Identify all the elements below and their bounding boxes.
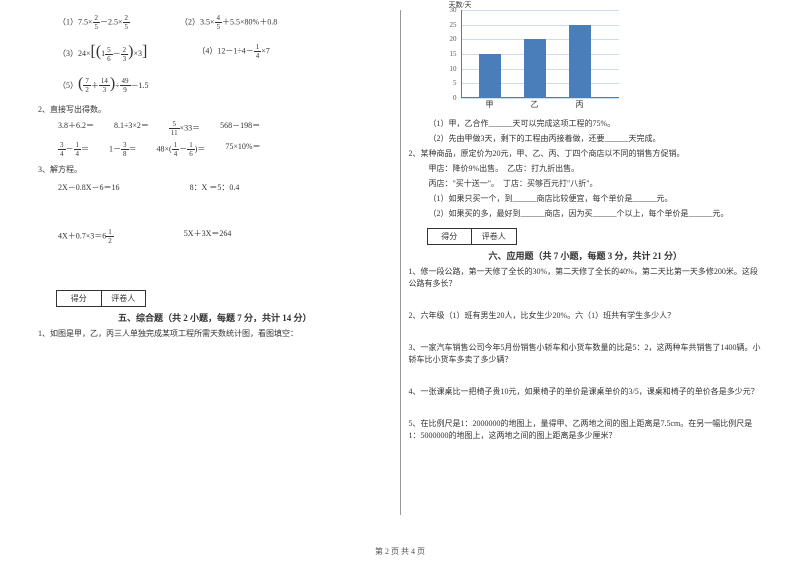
app-q5: 5、在比例尺是1：2000000的地图上，量得甲、乙两地之间的图上距离是7.5c… [409, 418, 763, 442]
q3-title: 3、解方程。 [38, 164, 392, 176]
bar-丙 [569, 25, 591, 98]
app-q1: 1、修一段公路，第一天修了全长的30%，第二天修了全长的40%，第二天比第一天多… [409, 266, 763, 290]
equation-row-3: （5）(72＋143)÷499－1.5 [38, 75, 392, 95]
equation-row-1: （1）7.5×25－2.5×25 （2）3.5×45＋5.5×80%＋0.8 [38, 14, 392, 31]
q5-1: 1、如图是甲，乙，丙三人单独完成某项工程所需天数统计图，看图填空： [38, 328, 392, 340]
r-q2: 2、某种商品，原定价为20元，甲、乙、丙、丁四个商店以不同的销售方促销。 [409, 148, 763, 160]
q2-row2: 34－14＝ 1－38＝ 48×(14－16)＝ 75×10%＝ [38, 141, 392, 158]
r-q2c: （1）如果只买一个，到______商店比较便宜，每个单价是______元。 [409, 193, 763, 205]
app-q2: 2、六年级（1）班有男生20人，比女生少20%。六（1）班共有学生多少人？ [409, 310, 763, 322]
xlabel-丙: 丙 [569, 99, 591, 110]
app-q4: 4、一张课桌比一把椅子贵10元，如果椅子的单价是课桌单价的3/5，课桌和椅子的单… [409, 386, 763, 398]
q2-row1: 3.8＋6.2＝ 8.1÷3×2＝ 511×33＝ 568－198＝ [38, 120, 392, 137]
r-q2a: 甲店：降价9%出售。 乙店：打九折出售。 [409, 163, 763, 175]
right-column: 天数/天 051015202530甲乙丙 （1）甲，乙合作______天可以完成… [401, 10, 771, 515]
r-q2b: 丙店："买十送一"。 丁店：买够百元打"八折"。 [409, 178, 763, 190]
score-box-6: 得分评卷人 [427, 228, 517, 245]
bar-chart: 天数/天 051015202530甲乙丙 [439, 10, 619, 110]
equation-row-2: （3）24×[(156－23)×3] （4）12－1÷4－14×7 [38, 43, 392, 63]
section-6-title: 六、应用题（共 7 小题，每题 3 分，共计 21 分） [409, 249, 763, 262]
bar-乙 [524, 39, 546, 98]
bar-甲 [479, 54, 501, 98]
xlabel-乙: 乙 [524, 99, 546, 110]
r-q2d: （2）如果买的多，最好到______商店，因为买______个以上，每个单价是_… [409, 208, 763, 220]
chart-q2: （2）先由甲做3天，剩下的工程由丙接着做，还要______天完成。 [409, 133, 763, 145]
xlabel-甲: 甲 [479, 99, 501, 110]
page-footer: 第 2 页 共 4 页 [0, 546, 800, 557]
section-5-title: 五、综合题（共 2 小题，每题 7 分，共计 14 分） [38, 311, 392, 324]
q2-title: 2、直接写出得数。 [38, 104, 392, 116]
score-box-5: 得分评卷人 [56, 290, 146, 307]
q3-row1: 2X－0.8X－6＝168：X ＝5：0.4 [38, 182, 392, 193]
q3-row2: 4X＋0.7×3＝612 5X＋3X＝264 [38, 228, 392, 245]
chart-q1: （1）甲，乙合作______天可以完成这项工程的75%。 [409, 118, 763, 130]
app-q3: 3、一家汽车销售公司今年5月份销售小轿车和小货车数量的比是5：2，这两种车共销售… [409, 342, 763, 366]
left-column: （1）7.5×25－2.5×25 （2）3.5×45＋5.5×80%＋0.8 （… [30, 10, 401, 515]
